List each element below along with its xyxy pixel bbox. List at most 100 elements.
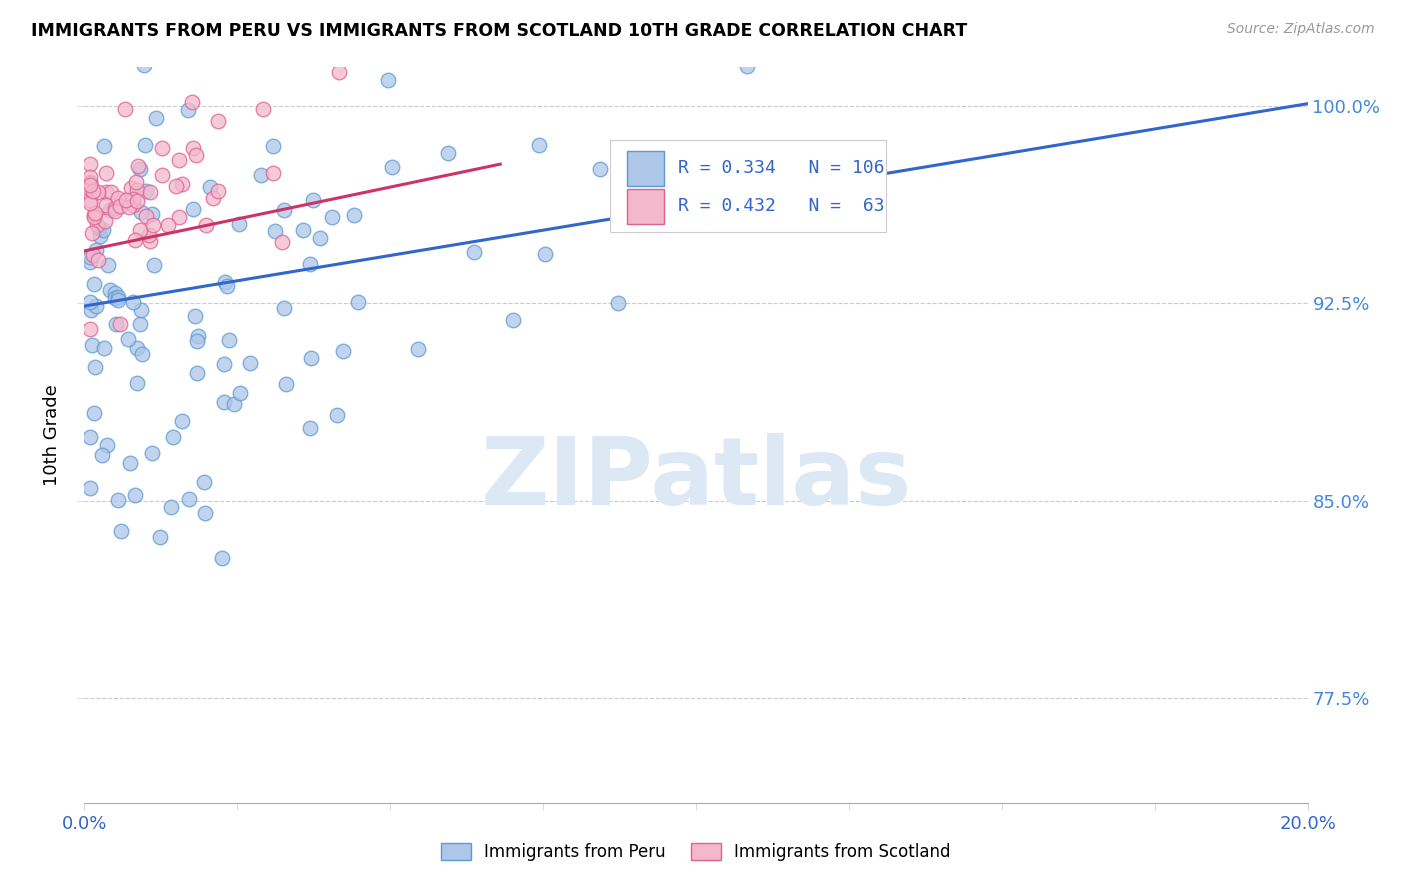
Point: [181, 202, 204, 216]
Point: [84, 299, 107, 313]
Point: [96, 438, 118, 452]
Point: [107, 493, 129, 508]
Point: [735, 59, 758, 73]
Point: [125, 184, 148, 198]
Point: [218, 333, 240, 347]
Point: [118, 200, 141, 214]
Point: [125, 175, 148, 189]
Point: [201, 191, 224, 205]
Point: [165, 179, 187, 194]
Point: [274, 377, 297, 392]
Point: [124, 488, 146, 502]
Point: [298, 421, 321, 435]
FancyBboxPatch shape: [610, 140, 886, 233]
Point: [326, 409, 349, 423]
Point: [194, 506, 217, 520]
Point: [129, 161, 152, 176]
Point: [228, 385, 250, 400]
Point: [184, 309, 207, 323]
Point: [527, 137, 550, 152]
Text: R = 0.334   N = 106: R = 0.334 N = 106: [678, 160, 884, 178]
Point: [107, 190, 129, 204]
Point: [79, 322, 101, 336]
Point: [127, 159, 149, 173]
Point: [239, 356, 262, 370]
FancyBboxPatch shape: [627, 189, 664, 224]
Point: [264, 224, 287, 238]
Point: [79, 178, 101, 192]
Point: [214, 275, 236, 289]
Point: [406, 342, 429, 356]
Legend: Immigrants from Peru, Immigrants from Scotland: Immigrants from Peru, Immigrants from Sc…: [434, 837, 957, 868]
Point: [156, 218, 179, 232]
Point: [104, 201, 127, 215]
Point: [127, 194, 149, 209]
Point: [83, 277, 105, 292]
Text: Source: ZipAtlas.com: Source: ZipAtlas.com: [1227, 22, 1375, 37]
Point: [273, 202, 295, 217]
Point: [90, 448, 112, 462]
Point: [222, 397, 245, 411]
Point: [301, 193, 323, 207]
Point: [80, 226, 103, 240]
Point: [104, 317, 127, 331]
Point: [83, 210, 105, 224]
Point: [98, 283, 121, 297]
Point: [114, 103, 136, 117]
Point: [83, 359, 105, 374]
Point: [131, 205, 153, 219]
Point: [321, 211, 343, 225]
Point: [418, 5, 440, 20]
Point: [104, 204, 127, 219]
Point: [108, 199, 131, 213]
Point: [127, 341, 149, 355]
Text: ZIPatlas: ZIPatlas: [481, 433, 911, 525]
Point: [79, 294, 101, 309]
Point: [93, 214, 115, 228]
Point: [117, 332, 139, 346]
Point: [299, 351, 322, 365]
Point: [94, 197, 117, 211]
Point: [101, 0, 124, 5]
Point: [87, 185, 110, 199]
Point: [252, 102, 274, 116]
Point: [170, 177, 193, 191]
Point: [128, 317, 150, 331]
Point: [134, 57, 156, 71]
Point: [207, 184, 229, 198]
Point: [141, 446, 163, 460]
Point: [134, 137, 156, 152]
Point: [87, 221, 110, 235]
Point: [262, 139, 284, 153]
Point: [80, 338, 103, 352]
Y-axis label: 10th Grade: 10th Grade: [44, 384, 62, 486]
Text: R = 0.432   N =  63: R = 0.432 N = 63: [678, 197, 884, 215]
Point: [160, 500, 183, 514]
Point: [83, 208, 105, 222]
Point: [346, 295, 368, 310]
Point: [80, 303, 103, 318]
Point: [82, 184, 104, 198]
Point: [166, 47, 188, 62]
Point: [91, 223, 114, 237]
Point: [89, 229, 111, 244]
Point: [139, 185, 162, 199]
Point: [170, 414, 193, 428]
Point: [298, 257, 321, 271]
Text: IMMIGRANTS FROM PERU VS IMMIGRANTS FROM SCOTLAND 10TH GRADE CORRELATION CHART: IMMIGRANTS FROM PERU VS IMMIGRANTS FROM …: [31, 22, 967, 40]
Point: [120, 181, 142, 195]
Point: [212, 357, 235, 371]
Point: [141, 207, 163, 221]
Point: [84, 206, 107, 220]
Point: [437, 145, 460, 160]
Point: [212, 395, 235, 409]
Point: [121, 192, 143, 206]
Point: [377, 73, 399, 87]
Point: [138, 234, 160, 248]
Point: [150, 141, 173, 155]
Point: [129, 223, 152, 237]
Point: [609, 195, 631, 210]
Point: [79, 182, 101, 196]
Point: [162, 430, 184, 444]
Point: [79, 481, 101, 495]
